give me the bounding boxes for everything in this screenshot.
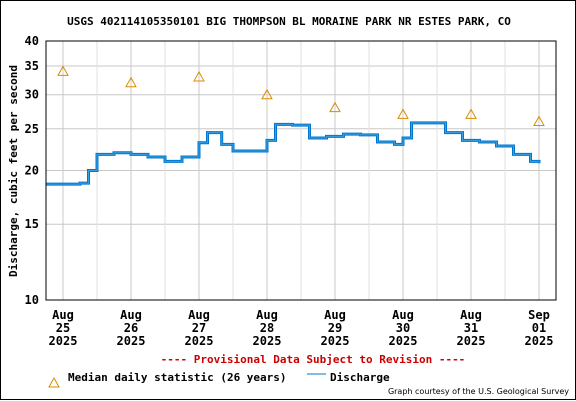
x-tick-label: 2025: [185, 334, 214, 348]
x-tick-label: 31: [464, 321, 478, 335]
median-marker: [533, 115, 545, 126]
y-axis-label: Discharge, cubic feet per second: [7, 65, 20, 277]
y-tick-label: 15: [25, 217, 39, 231]
y-tick-label: 20: [25, 164, 39, 178]
x-tick-label: Aug: [324, 308, 346, 322]
x-tick-label: 28: [260, 321, 274, 335]
x-tick-label: 2025: [321, 334, 350, 348]
median-marker: [57, 65, 69, 76]
x-tick-label: Aug: [188, 308, 210, 322]
y-tick-label: 30: [25, 88, 39, 102]
y-tick-label: 35: [25, 59, 39, 73]
median-marker: [397, 108, 409, 119]
x-tick-label: 25: [56, 321, 70, 335]
x-tick-label: 29: [328, 321, 342, 335]
y-tick-label: 40: [25, 34, 39, 48]
x-tick-label: 26: [124, 321, 138, 335]
x-tick-label: Aug: [256, 308, 278, 322]
median-marker: [125, 76, 137, 88]
x-tick-label: 2025: [525, 334, 554, 348]
x-tick-labels: Aug252025Aug262025Aug272025Aug282025Aug2…: [49, 308, 554, 348]
x-tick-label: 2025: [117, 334, 146, 348]
x-tick-label: Aug: [120, 308, 142, 322]
x-tick-label: 01: [532, 321, 546, 335]
legend-discharge-label: Discharge: [330, 371, 390, 384]
median-marker: [261, 88, 273, 100]
x-tick-label: Aug: [460, 308, 482, 322]
x-tick-label: 2025: [253, 334, 282, 348]
x-tick-label: Aug: [52, 308, 74, 322]
x-tick-label: 27: [192, 321, 206, 335]
plot-border: [45, 40, 557, 301]
provisional-note: ---- Provisional Data Subject to Revisio…: [161, 353, 466, 366]
median-markers: [57, 65, 545, 126]
median-marker: [193, 70, 205, 82]
x-tick-label: 2025: [389, 334, 418, 348]
x-tick-label: Aug: [392, 308, 414, 322]
x-tick-label: 2025: [49, 334, 78, 348]
series-layer: [46, 121, 541, 186]
legend-median-label: Median daily statistic (26 years): [68, 371, 287, 384]
median-marker: [329, 101, 341, 113]
y-tick-labels: 10 15 20 25 30 35 40: [25, 34, 39, 307]
median-marker: [465, 108, 477, 119]
y-tick-label: 25: [25, 122, 39, 136]
chart-title: USGS 402114105350101 BIG THOMPSON BL MOR…: [67, 15, 511, 28]
grid-lines: [46, 41, 556, 300]
x-tick-label: Sep: [528, 308, 550, 322]
y-tick-label: 10: [25, 293, 39, 307]
legend-median-marker: [48, 376, 60, 388]
x-tick-label: 30: [396, 321, 410, 335]
discharge-line-core: [46, 122, 540, 185]
legend: Median daily statistic (26 years) Discha…: [48, 371, 390, 388]
x-tick-label: 2025: [457, 334, 486, 348]
chart-credit: Graph courtesy of the U.S. Geological Su…: [388, 387, 569, 396]
